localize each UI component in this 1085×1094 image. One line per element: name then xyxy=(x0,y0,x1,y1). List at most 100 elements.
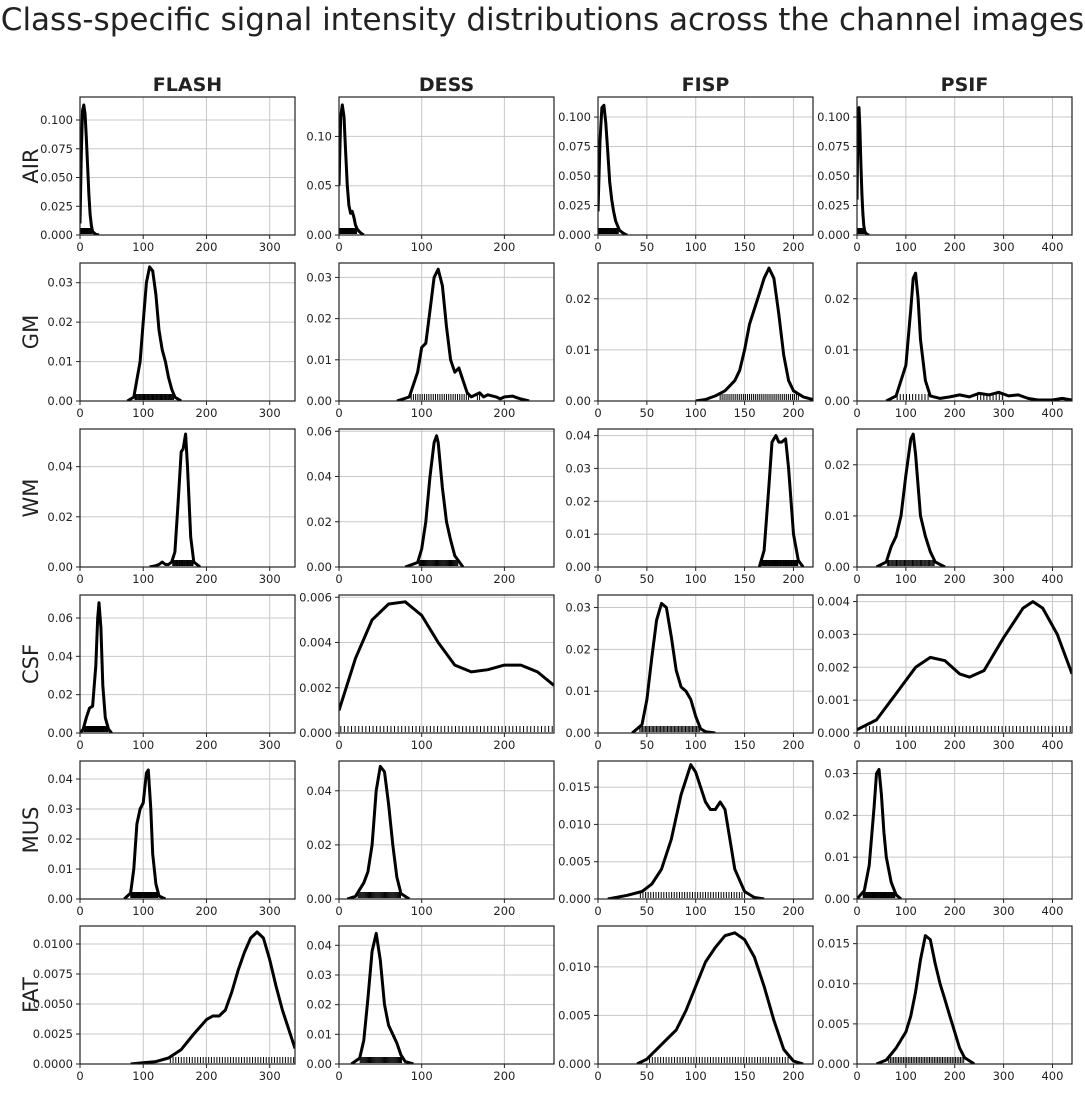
x-tick-label: 100 xyxy=(411,738,433,752)
panel-frame-wm-psif xyxy=(856,428,1073,568)
x-tick-label: 0 xyxy=(853,240,860,254)
panel-frame-fat-dess xyxy=(338,925,555,1065)
y-tick-label: 0.00 xyxy=(306,560,332,574)
y-tick-label: 0.02 xyxy=(47,688,73,702)
row-title-gm: GM xyxy=(19,315,43,349)
panel-frame-fat-flash xyxy=(79,925,296,1065)
y-tick-label: 0.02 xyxy=(565,292,591,306)
row-title-air: AIR xyxy=(19,148,43,183)
panel-frame-mus-psif xyxy=(856,760,1073,900)
x-tick-label: 0 xyxy=(594,572,601,586)
x-tick-label: 0 xyxy=(335,240,342,254)
x-tick-label: 300 xyxy=(993,240,1015,254)
x-tick-label: 0 xyxy=(76,738,83,752)
y-tick-label: 0.01 xyxy=(565,527,591,541)
x-tick-label: 200 xyxy=(493,1069,515,1083)
kde-line-mus-flash xyxy=(123,768,167,899)
y-tick-label: 0.02 xyxy=(824,458,850,472)
kde-line-csf-dess xyxy=(339,600,554,711)
x-tick-label: 100 xyxy=(132,1069,154,1083)
y-tick-label: 0.01 xyxy=(306,1027,332,1041)
y-tick-label: 0.025 xyxy=(558,199,591,213)
y-tick-label: 0.000 xyxy=(817,1057,850,1071)
y-tick-label: 0.003 xyxy=(817,627,850,641)
x-tick-label: 200 xyxy=(493,738,515,752)
x-tick-label: 150 xyxy=(734,572,756,586)
x-tick-label: 300 xyxy=(993,406,1015,420)
y-tick-label: 0.0050 xyxy=(33,997,73,1011)
panel-frame-air-psif xyxy=(856,96,1073,236)
x-tick-label: 0 xyxy=(76,1069,83,1083)
y-tick-label: 0.000 xyxy=(558,1057,591,1071)
y-tick-label: 0.00 xyxy=(824,394,850,408)
kde-line-csf-flash xyxy=(80,601,113,733)
y-tick-label: 0.02 xyxy=(306,312,332,326)
y-tick-label: 0.00 xyxy=(306,394,332,408)
x-tick-label: 400 xyxy=(1041,1069,1063,1083)
x-tick-label: 0 xyxy=(594,738,601,752)
y-tick-label: 0.100 xyxy=(40,113,73,127)
y-tick-label: 0.004 xyxy=(299,636,332,650)
panel-frame-gm-fisp xyxy=(597,262,814,402)
y-tick-label: 0.0075 xyxy=(33,967,73,981)
y-tick-label: 0.100 xyxy=(817,110,850,124)
kde-line-gm-fisp xyxy=(695,266,813,401)
x-tick-label: 100 xyxy=(895,406,917,420)
y-tick-label: 0.03 xyxy=(565,461,591,475)
panel-frame-air-dess xyxy=(338,96,555,236)
x-tick-label: 100 xyxy=(685,738,707,752)
row-title-wm: WM xyxy=(19,479,43,518)
y-tick-label: 0.00 xyxy=(824,560,850,574)
kde-line-fat-dess xyxy=(350,931,414,1064)
x-tick-label: 200 xyxy=(782,904,804,918)
x-tick-label: 50 xyxy=(640,738,655,752)
x-tick-label: 300 xyxy=(993,1069,1015,1083)
kde-line-air-dess xyxy=(339,103,365,235)
y-tick-label: 0.010 xyxy=(558,817,591,831)
row-title-csf: CSF xyxy=(19,644,43,684)
x-tick-label: 100 xyxy=(685,904,707,918)
y-tick-label: 0.04 xyxy=(565,429,591,443)
y-tick-label: 0.000 xyxy=(40,228,73,242)
y-tick-label: 0.050 xyxy=(40,171,73,185)
column-title-dess: DESS xyxy=(419,74,474,96)
x-tick-label: 200 xyxy=(782,406,804,420)
y-tick-label: 0.00 xyxy=(306,228,332,242)
kde-line-wm-psif xyxy=(875,432,946,567)
x-tick-label: 0 xyxy=(76,904,83,918)
panel-frame-wm-fisp xyxy=(597,428,814,568)
kde-line-wm-fisp xyxy=(757,434,805,567)
y-tick-label: 0.100 xyxy=(558,110,591,124)
x-tick-label: 100 xyxy=(411,572,433,586)
y-tick-label: 0.050 xyxy=(817,169,850,183)
y-tick-label: 0.002 xyxy=(817,660,850,674)
y-tick-label: 0.10 xyxy=(306,129,332,143)
kde-line-air-psif xyxy=(857,106,870,235)
x-tick-label: 100 xyxy=(132,572,154,586)
y-tick-label: 0.02 xyxy=(306,998,332,1012)
x-tick-label: 100 xyxy=(685,406,707,420)
x-tick-label: 300 xyxy=(259,738,281,752)
y-tick-label: 0.06 xyxy=(47,611,73,625)
x-tick-label: 150 xyxy=(734,240,756,254)
x-tick-label: 100 xyxy=(685,240,707,254)
y-tick-label: 0.015 xyxy=(558,780,591,794)
panel-frame-gm-psif xyxy=(856,262,1073,402)
y-tick-label: 0.01 xyxy=(47,862,73,876)
row-title-mus: MUS xyxy=(19,807,43,854)
y-tick-label: 0.02 xyxy=(47,510,73,524)
y-tick-label: 0.00 xyxy=(306,1057,332,1071)
x-tick-label: 200 xyxy=(195,406,217,420)
panel-frame-csf-fisp xyxy=(597,594,814,734)
x-tick-label: 50 xyxy=(640,904,655,918)
y-tick-label: 0.002 xyxy=(299,681,332,695)
kde-line-air-flash xyxy=(80,103,100,235)
x-tick-label: 0 xyxy=(594,1069,601,1083)
column-title-psif: PSIF xyxy=(941,74,989,96)
y-tick-label: 0.010 xyxy=(558,960,591,974)
panel-frame-air-flash xyxy=(79,96,296,236)
row-title-fat: FAT xyxy=(19,977,43,1013)
y-tick-label: 0.025 xyxy=(40,199,73,213)
x-tick-label: 50 xyxy=(640,572,655,586)
y-tick-label: 0.075 xyxy=(817,140,850,154)
